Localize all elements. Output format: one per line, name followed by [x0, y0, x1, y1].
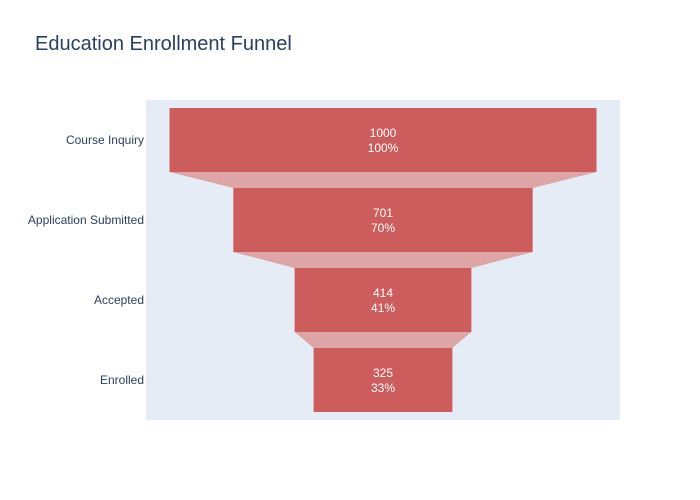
funnel-bar: [169, 108, 597, 172]
funnel-bar: [294, 268, 472, 332]
funnel-bars: [169, 108, 597, 412]
funnel-connectors: [169, 172, 597, 348]
funnel-percent-label: 100%: [368, 141, 399, 155]
funnel-percent-label: 70%: [371, 221, 395, 235]
category-tick-label: Application Submitted: [28, 213, 144, 227]
category-tick-label: Enrolled: [100, 373, 144, 387]
funnel-value-label: 701: [373, 206, 393, 220]
funnel-connector: [233, 252, 533, 268]
category-ticks: Course Inquiry Application Submitted Accep…: [28, 133, 144, 387]
funnel-percent-label: 33%: [371, 381, 395, 395]
funnel-connector: [294, 332, 472, 348]
funnel-value-label: 1000: [370, 126, 397, 140]
funnel-bar: [313, 348, 453, 412]
funnel-value-label: 325: [373, 366, 393, 380]
funnel-bar: [233, 188, 533, 252]
funnel-value-label: 414: [373, 286, 393, 300]
category-tick-label: Accepted: [94, 293, 144, 307]
funnel-connector: [169, 172, 597, 188]
chart-title: Education Enrollment Funnel: [35, 33, 292, 55]
funnel-percent-label: 41%: [371, 301, 395, 315]
category-tick-label: Course Inquiry: [66, 133, 144, 147]
